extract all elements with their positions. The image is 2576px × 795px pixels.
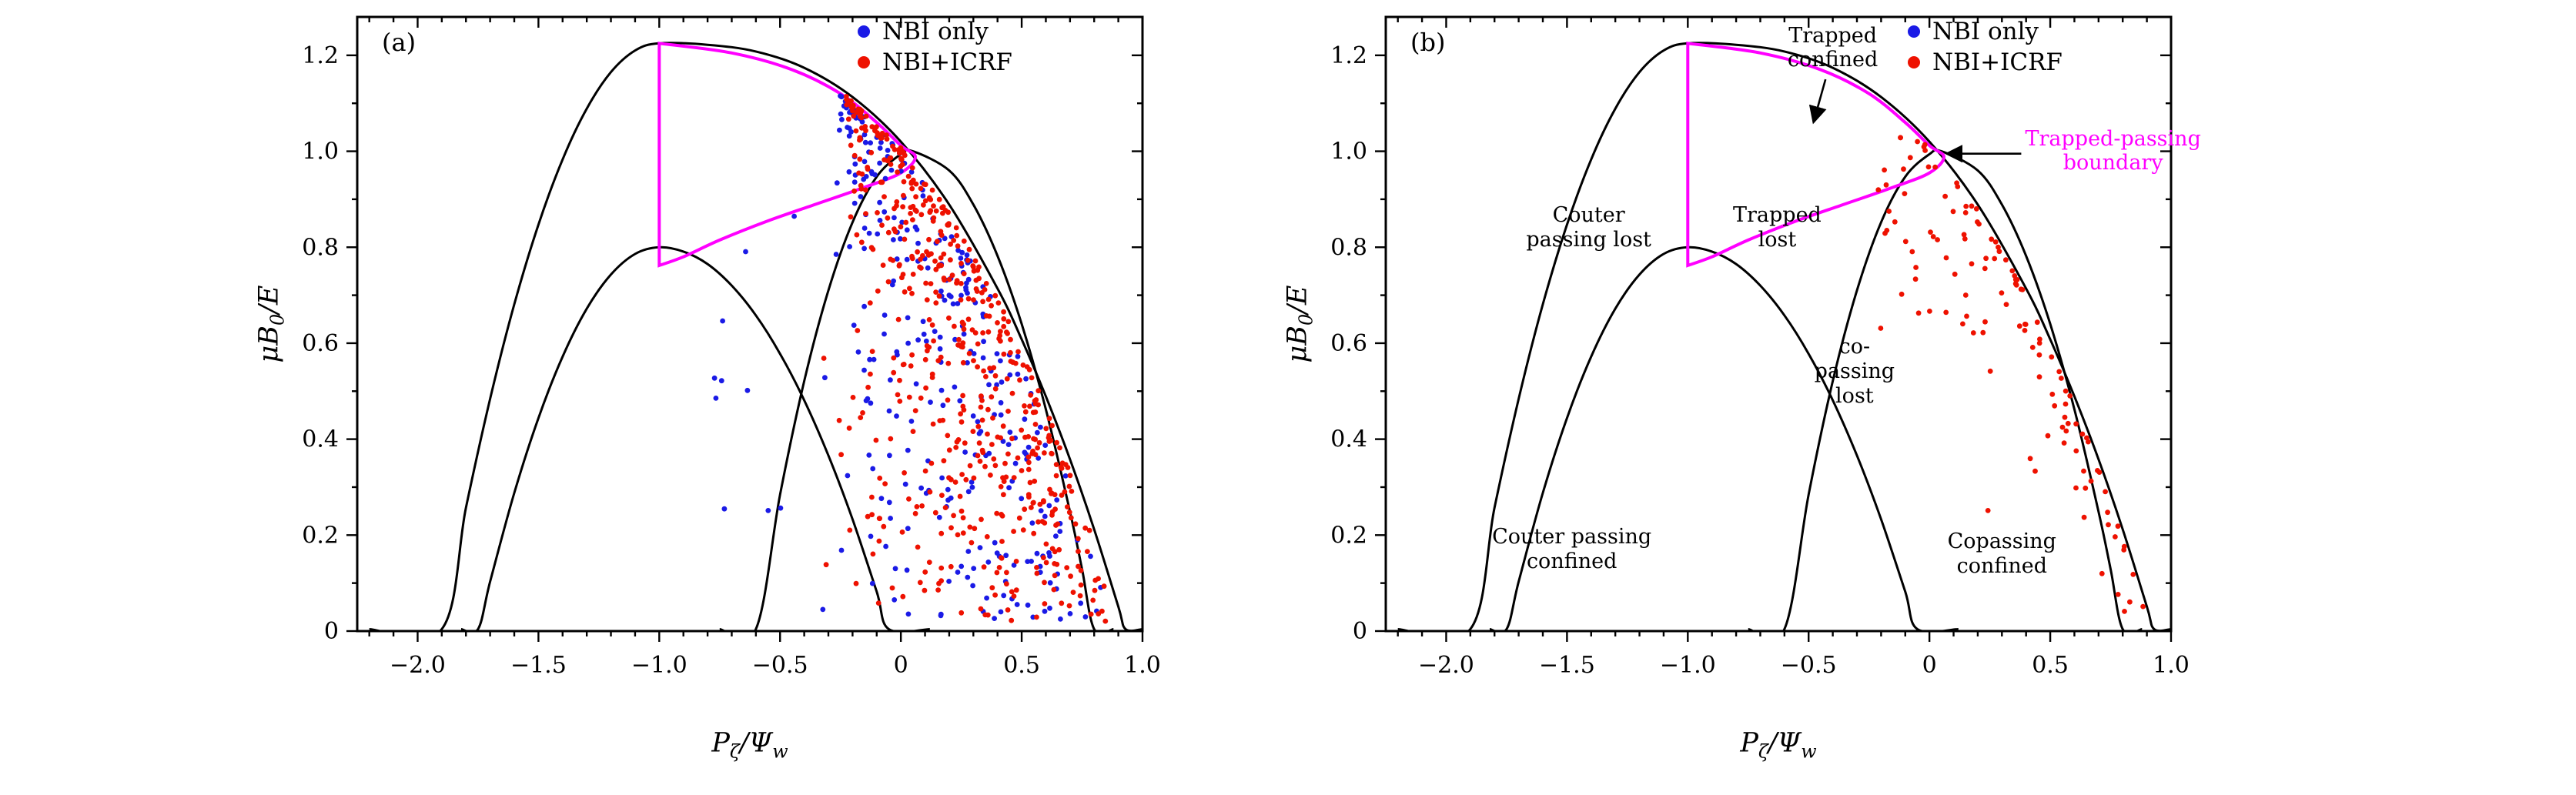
y-tick-label: 0.8 [302, 234, 339, 261]
scatter-points [1875, 135, 2146, 614]
y-tick-label: 0.2 [1330, 522, 1367, 549]
annotation-arrow [1808, 78, 1827, 125]
x-tick-label: −0.5 [752, 652, 808, 679]
tick-labels: −2.0 −1.5 −1.0 −0.5 0 0.5 1.0 0 0.2 0.4 0.6 0.8 1.0 1… [302, 42, 1161, 679]
panel-a-label: (a) [382, 28, 417, 57]
curve-outer-boundary [369, 42, 1142, 631]
y-tick-label: 0 [324, 618, 339, 645]
legend-item-nbi-only: NBI only [1908, 18, 2062, 45]
legend-label: NBI only [882, 18, 989, 45]
y-tick-label: 0.4 [1330, 426, 1367, 453]
x-tick-label: −1.5 [1539, 652, 1595, 679]
x-tick-label: 0.5 [1003, 652, 1040, 679]
legend-item-nbi-icrf: NBI+ICRF [1908, 48, 2062, 76]
y-tick-label: 0.4 [302, 426, 339, 453]
curve-right-dome [1748, 149, 2143, 631]
y-tick-label: 0 [1353, 618, 1367, 645]
series-nbi-icrf [821, 94, 1109, 624]
nbi-icrf-marker-icon [858, 56, 870, 68]
legend-item-nbi-icrf: NBI+ICRF [858, 48, 1012, 76]
x-tick-label: −2.0 [390, 652, 446, 679]
plot-frame [1384, 15, 2173, 633]
legend-label: NBI+ICRF [1932, 48, 2062, 76]
y-tick-label: 1.2 [302, 42, 339, 69]
x-tick-label: −0.5 [1781, 652, 1837, 679]
x-tick-label: −1.0 [1660, 652, 1716, 679]
x-tick-label: 0 [1922, 652, 1937, 679]
curve-outer-boundary [1397, 42, 2171, 631]
curve-trapped-passing-boundary [657, 42, 918, 268]
nbi-only-marker-icon [858, 25, 870, 38]
legend-item-nbi-only: NBI only [858, 18, 1012, 45]
nbi-only-marker-icon [1908, 25, 1920, 38]
boundary-curves [369, 42, 1142, 631]
panel-a-plot: −2.0 −1.5 −1.0 −0.5 0 0.5 1.0 0 0.2 0.4 0.6 0.8 1.0 1… [302, 15, 1161, 679]
x-tick-label: −2.0 [1418, 652, 1474, 679]
x-tick-label: −1.0 [631, 652, 687, 679]
panel-a-legend: NBI only NBI+ICRF [858, 18, 1012, 76]
panel-a-x-axis-title: Pζ/Ψw [711, 727, 788, 763]
y-tick-label: 0.2 [302, 522, 339, 549]
panel-b-label: (b) [1410, 28, 1446, 57]
y-tick-label: 1.0 [302, 139, 339, 165]
series-nbi-icrf [1875, 135, 2146, 614]
curve-inner-left-dome [1489, 246, 1959, 631]
panel-b-legend: NBI only NBI+ICRF [1908, 18, 2062, 76]
y-tick-label: 0.6 [1330, 330, 1367, 357]
panel-a-y-axis-title: μB0/E [253, 285, 289, 363]
y-tick-label: 1.0 [1330, 139, 1367, 165]
panel-b-x-axis-title: Pζ/Ψw [1740, 727, 1817, 763]
legend-label: NBI+ICRF [882, 48, 1012, 76]
curve-inner-left-dome [460, 246, 930, 631]
panel-b-plot: −2.0 −1.5 −1.0 −0.5 0 0.5 1.0 0 0.2 0.4 0.6 0.8 1.0 1… [1330, 15, 2190, 679]
legend-label: NBI only [1932, 18, 2039, 45]
x-tick-label: 1.0 [1124, 652, 1161, 679]
x-tick-label: 0 [894, 652, 908, 679]
y-tick-label: 0.8 [1330, 234, 1367, 261]
tick-labels: −2.0 −1.5 −1.0 −0.5 0 0.5 1.0 0 0.2 0.4 0.6 0.8 1.0 1… [1330, 42, 2190, 679]
curve-trapped-passing-boundary [1686, 42, 1946, 268]
nbi-icrf-marker-icon [1908, 56, 1920, 68]
scatter-points [711, 93, 1109, 624]
y-tick-label: 0.6 [302, 330, 339, 357]
plot-frame [356, 15, 1144, 633]
y-tick-label: 1.2 [1330, 42, 1367, 69]
panel-b-y-axis-title: μB0/E [1282, 285, 1317, 363]
x-tick-label: 0.5 [2032, 652, 2069, 679]
x-tick-label: −1.5 [510, 652, 567, 679]
x-tick-label: 1.0 [2153, 652, 2190, 679]
boundary-curves [1397, 42, 2171, 631]
